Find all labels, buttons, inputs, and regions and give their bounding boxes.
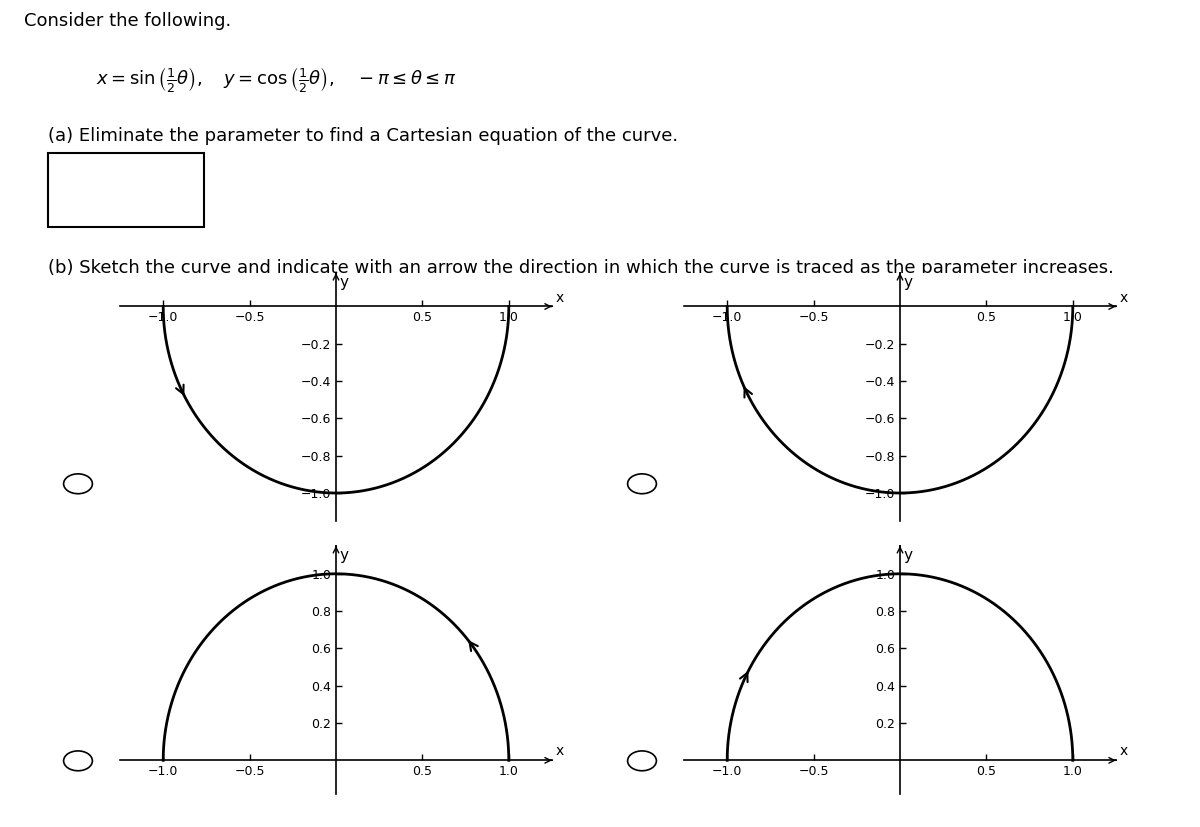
Text: y: y [904, 275, 912, 289]
Text: Consider the following.: Consider the following. [24, 12, 232, 30]
Text: $x = \sin\left(\frac{1}{2}\theta\right), \quad y = \cos\left(\frac{1}{2}\theta\r: $x = \sin\left(\frac{1}{2}\theta\right),… [96, 65, 456, 93]
Text: y: y [904, 547, 912, 562]
Text: x: x [556, 290, 564, 304]
Bar [48, 153, 204, 227]
Text: y: y [340, 547, 348, 562]
Text: x: x [1120, 290, 1128, 304]
Text: x: x [1120, 744, 1128, 758]
Text: (a) Eliminate the parameter to find a Cartesian equation of the curve.: (a) Eliminate the parameter to find a Ca… [48, 127, 678, 146]
Text: x: x [556, 744, 564, 758]
Text: y: y [340, 275, 348, 289]
Text: (b) Sketch the curve and indicate with an arrow the direction in which the curve: (b) Sketch the curve and indicate with a… [48, 260, 1114, 277]
